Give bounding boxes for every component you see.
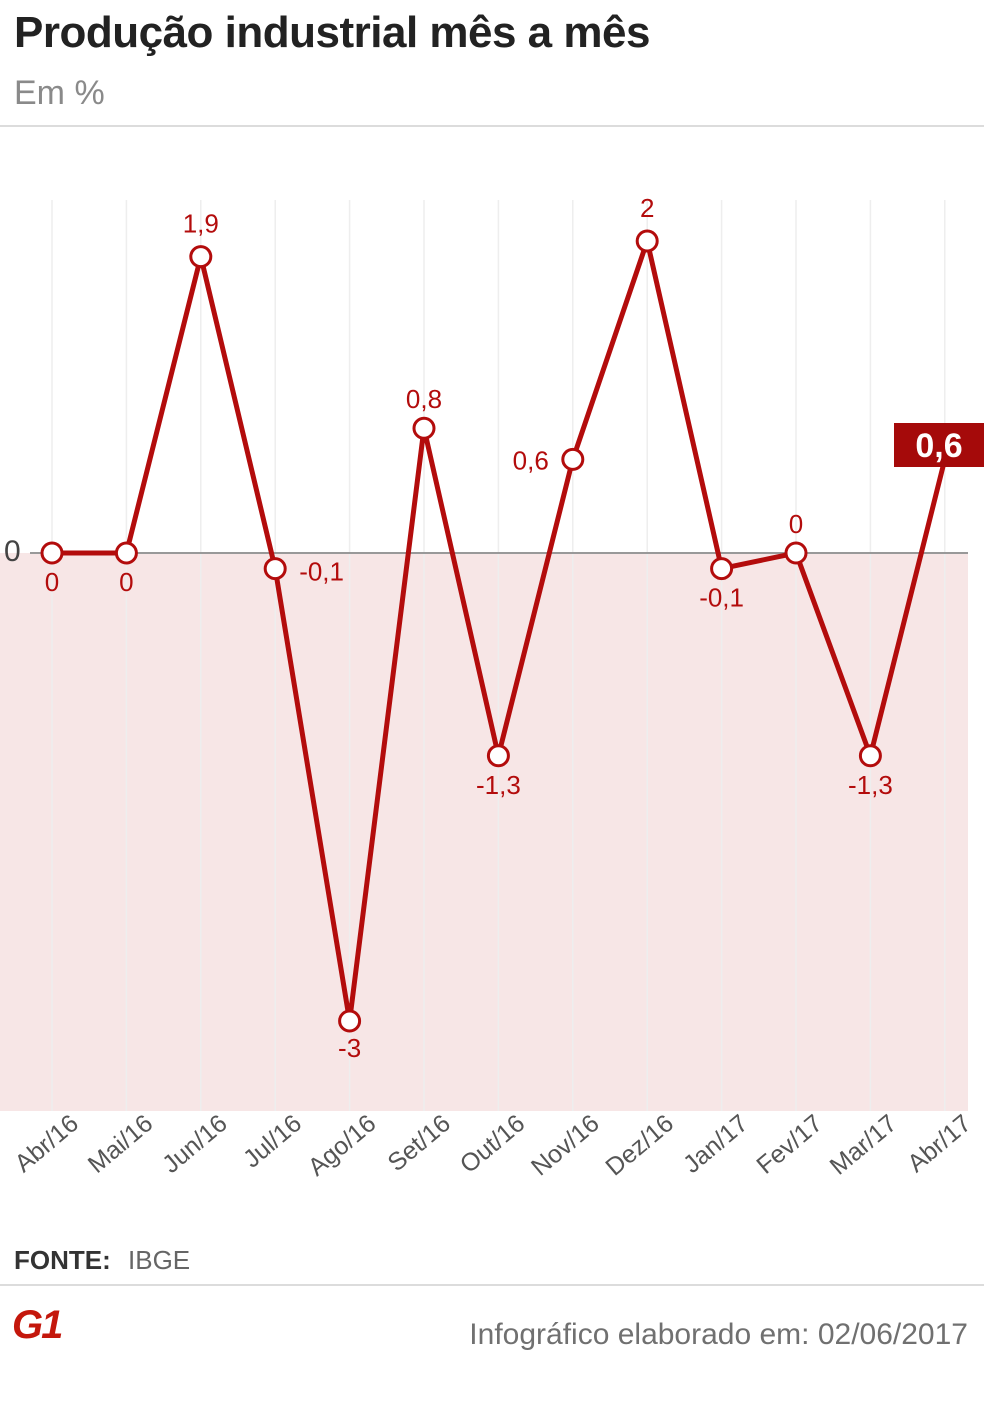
data-point: [40, 541, 64, 565]
data-label: -3: [338, 1033, 361, 1063]
x-tick-label: Out/16: [455, 1109, 530, 1179]
data-point: [858, 744, 882, 768]
footer-text: Infográfico elaborado em: 02/06/2017: [469, 1318, 968, 1351]
data-label: 2: [640, 193, 654, 223]
negative-area: [0, 553, 968, 1111]
x-tick-label: Dez/16: [600, 1109, 679, 1181]
data-label: 0,8: [406, 384, 442, 414]
footer-divider: [0, 1284, 984, 1286]
data-label: -0,1: [299, 557, 344, 587]
data-point: [114, 541, 138, 565]
x-tick-label: Mar/17: [825, 1109, 903, 1180]
data-point: [412, 416, 436, 440]
x-tick-label: Mai/16: [83, 1109, 158, 1179]
chart-subtitle: Em %: [14, 74, 105, 112]
data-label: 0: [119, 567, 133, 597]
x-tick-label: Set/16: [382, 1109, 455, 1177]
x-tick-label: Nov/16: [526, 1109, 605, 1181]
source-label: FONTE:: [14, 1245, 111, 1275]
g1-logo: G1: [12, 1303, 63, 1347]
x-tick-label: Ago/16: [303, 1109, 382, 1181]
data-point: [710, 557, 734, 581]
data-point: [338, 1009, 362, 1033]
data-label: -1,3: [476, 770, 521, 800]
data-label: 0: [45, 567, 59, 597]
x-tick-label: Abr/16: [9, 1109, 83, 1178]
x-tick-label: Jul/16: [238, 1109, 307, 1173]
x-tick-label: Jan/17: [678, 1109, 753, 1179]
source-line: FONTE: IBGE: [14, 1245, 190, 1276]
source-value: IBGE: [128, 1245, 191, 1275]
data-label: 0: [789, 509, 803, 539]
x-tick-label: Abr/17: [902, 1109, 976, 1178]
line-chart: 00 01,9-0,1-30,8-1,30,62-0,10-1,30,6Abr/1…: [0, 193, 984, 1182]
data-point: [635, 229, 659, 253]
data-point: [486, 744, 510, 768]
header-divider: [0, 125, 984, 127]
data-label: -1,3: [848, 770, 893, 800]
highlight-label-box: [894, 423, 984, 467]
data-label: -0,1: [699, 583, 744, 613]
data-label: 0,6: [513, 445, 549, 475]
data-point: [561, 447, 585, 471]
chart-title: Produção industrial mês a mês: [14, 8, 650, 57]
x-tick-label: Fev/17: [751, 1109, 828, 1180]
data-point: [784, 541, 808, 565]
highlight-value-label: 0,6: [915, 427, 962, 465]
zero-label: 0: [4, 535, 21, 568]
x-tick-label: Jun/16: [157, 1109, 232, 1179]
data-point: [263, 557, 287, 581]
data-label: 1,9: [183, 209, 219, 239]
data-point: [189, 245, 213, 269]
